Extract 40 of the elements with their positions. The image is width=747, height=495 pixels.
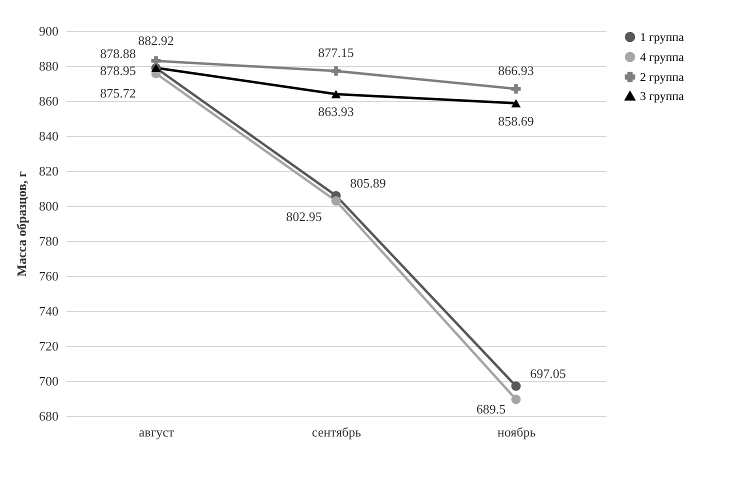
y-tick-label: 900: [39, 24, 58, 38]
point: [511, 394, 521, 404]
data-label: 805.89: [350, 176, 386, 191]
y-tick-label: 740: [39, 304, 58, 318]
data-label: 875.72: [100, 85, 136, 100]
y-tick-label: 760: [39, 268, 58, 284]
data-label: 858.69: [498, 113, 534, 128]
data-label: 802.95: [286, 208, 322, 224]
y-axis-title: Масса образцов, г: [14, 171, 29, 277]
point: [511, 381, 521, 391]
data-label: 882.92: [138, 32, 174, 48]
y-tick-label: 820: [39, 164, 58, 178]
data-label: 689.5: [476, 401, 506, 416]
point: [511, 99, 521, 108]
data-label: 877.15: [318, 44, 354, 60]
data-label: 697.05: [530, 366, 566, 382]
y-tick-label: 840: [39, 128, 58, 144]
legend-label: 2 группа: [640, 70, 685, 84]
y-tick-label: 880: [39, 58, 58, 74]
legend-label: 4 группа: [640, 50, 685, 64]
point: [331, 196, 341, 206]
point: [331, 90, 341, 98]
data-label: 866.93: [498, 62, 534, 78]
x-tick-label: август: [138, 424, 174, 440]
data-label: 878.95: [100, 62, 136, 78]
point: [151, 56, 161, 66]
y-tick-label: 700: [39, 374, 58, 388]
x-tick-label: сентябрь: [312, 424, 362, 440]
data-label: 863.93: [318, 104, 354, 120]
y-tick-label: 720: [39, 338, 58, 354]
y-tick-label: 780: [39, 234, 58, 248]
point: [331, 66, 341, 76]
legend-label: 3 группа: [640, 89, 685, 103]
legend-label: 1 группа: [640, 30, 685, 44]
x-tick-label: ноябрь: [497, 424, 536, 440]
y-tick-label: 800: [39, 198, 58, 214]
y-tick-label: 860: [39, 94, 58, 108]
y-tick-label: 680: [39, 408, 58, 424]
data-label: 878.88: [100, 46, 136, 61]
point: [511, 84, 521, 94]
